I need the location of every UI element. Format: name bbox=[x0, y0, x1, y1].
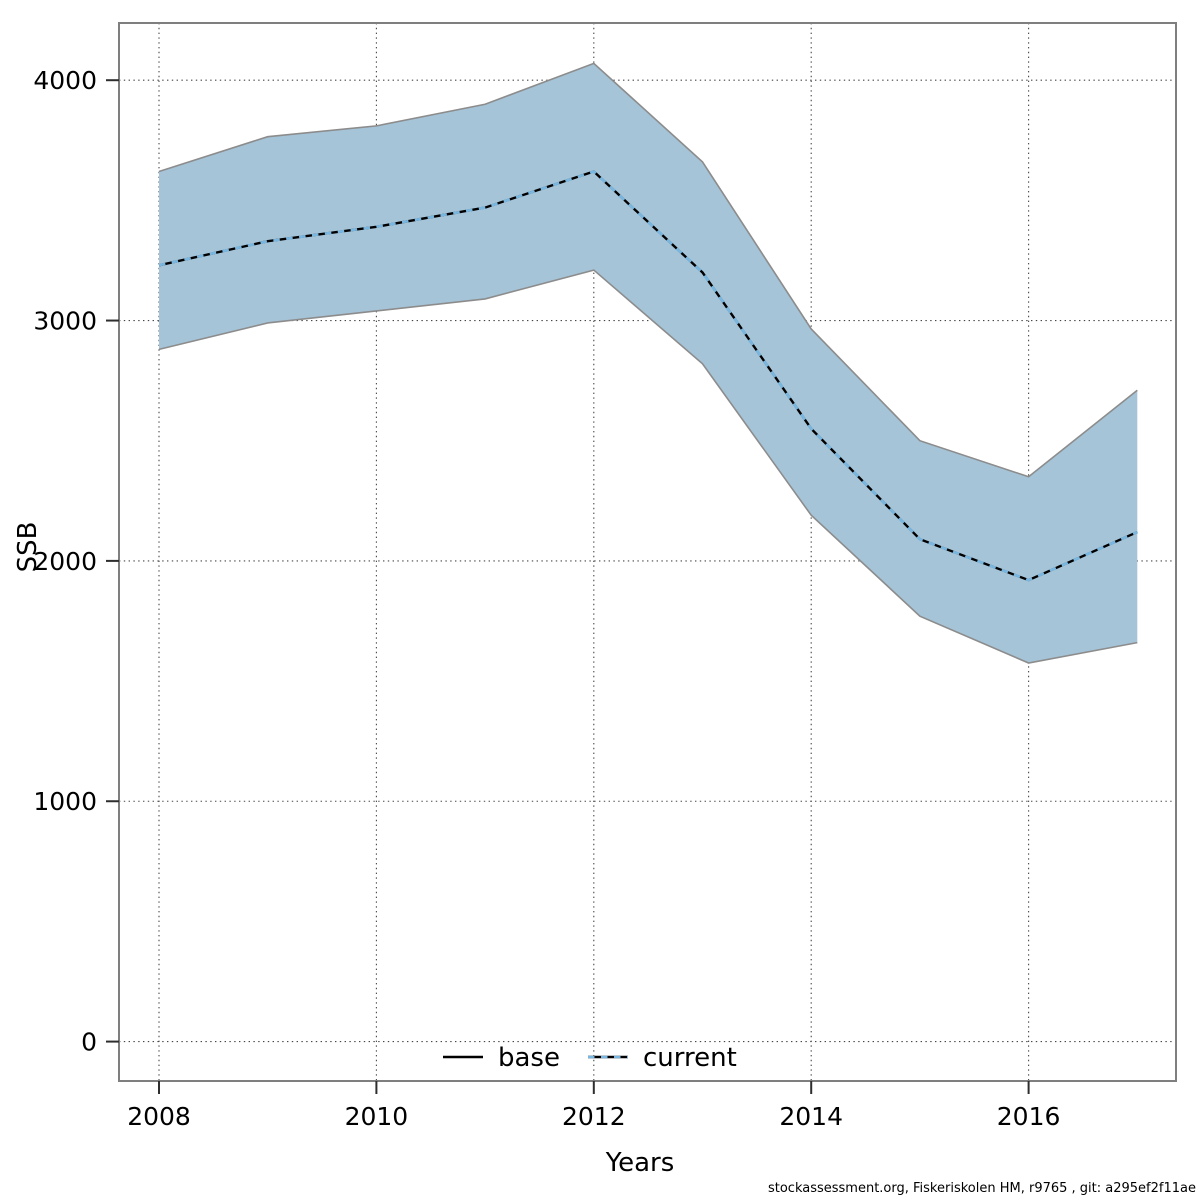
y-axis-title: SSB bbox=[13, 522, 43, 573]
y-tick-label: 2000 bbox=[33, 547, 97, 576]
y-tick-label: 3000 bbox=[33, 307, 97, 336]
x-axis-title: Years bbox=[605, 1148, 675, 1178]
legend-current-label: current bbox=[643, 1043, 737, 1073]
y-tick-label: 1000 bbox=[33, 787, 97, 816]
band-upper-edge bbox=[158, 62, 1138, 478]
confidence-band bbox=[159, 63, 1138, 664]
x-tick-label: 2014 bbox=[779, 1102, 843, 1131]
legend-base-label: base bbox=[498, 1043, 560, 1073]
x-tick-label: 2016 bbox=[997, 1102, 1061, 1131]
x-tick-label: 2012 bbox=[562, 1102, 626, 1131]
y-tick-label: 4000 bbox=[33, 66, 97, 95]
x-tick-label: 2008 bbox=[127, 1102, 191, 1131]
band-lower-edge bbox=[158, 269, 1138, 664]
current-line bbox=[158, 170, 1138, 582]
x-tick-label: 2010 bbox=[345, 1102, 409, 1131]
tick-layer: 2008 2010 2012 2014 2016 0 1000 2000 3000 4000 bbox=[33, 66, 1060, 1131]
legend: base current bbox=[443, 1043, 737, 1073]
footer-credit: stockassessment.org, Fiskeriskolen HM, r… bbox=[768, 1181, 1196, 1196]
y-tick-label: 0 bbox=[81, 1028, 97, 1057]
plot-border bbox=[118, 22, 1177, 1082]
